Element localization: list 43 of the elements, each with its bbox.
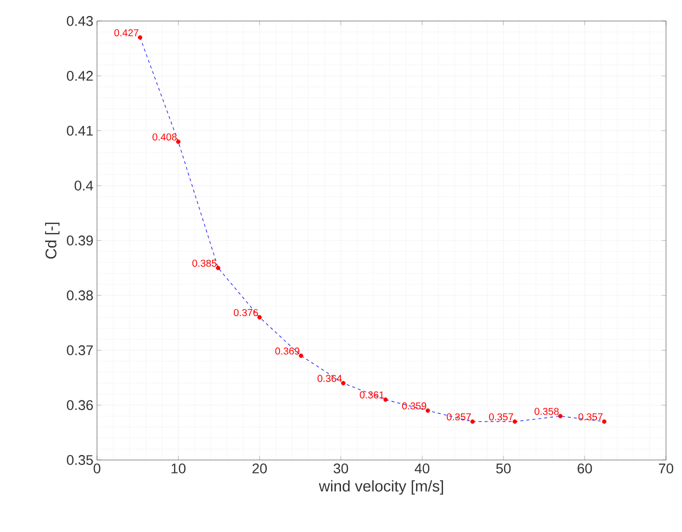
data-label: 0.357 xyxy=(446,413,471,420)
point xyxy=(602,419,606,424)
y-tick-label: 0.43 xyxy=(66,16,93,26)
point xyxy=(138,35,142,40)
x-tick-label: 60 xyxy=(578,464,592,474)
data-label: 0.358 xyxy=(534,408,559,415)
x-tick-label: 70 xyxy=(658,464,674,474)
data-label: 0.385 xyxy=(192,260,217,267)
data-label: 0.369 xyxy=(275,347,300,355)
data-label: 0.376 xyxy=(234,309,258,316)
data-label: 0.364 xyxy=(318,374,342,382)
point xyxy=(383,397,388,402)
point xyxy=(426,408,430,413)
point xyxy=(216,266,220,270)
y-tick-label: 0.37 xyxy=(66,345,93,356)
point xyxy=(558,414,563,418)
x-tick-label: 0 xyxy=(94,464,100,474)
data-label: 0.408 xyxy=(152,133,177,141)
data-label: 0.357 xyxy=(489,413,514,420)
data-label: 0.361 xyxy=(360,391,384,398)
y-tick-label: 0.36 xyxy=(66,400,93,410)
y-tick-label: 0.39 xyxy=(66,236,93,246)
x-tick-label: 50 xyxy=(496,464,511,474)
y-tick-label: 0.35 xyxy=(66,455,93,465)
y-tick-label: 0.42 xyxy=(66,70,93,81)
point xyxy=(176,140,180,144)
data-label: 0.359 xyxy=(402,402,426,410)
y-tick-label: 0.4 xyxy=(74,180,94,191)
point xyxy=(298,354,304,358)
x-tick-label: 10 xyxy=(172,464,186,474)
data-label: 0.357 xyxy=(578,413,603,420)
data-label: 0.427 xyxy=(114,29,138,36)
point xyxy=(257,315,262,320)
x-tick-label: 30 xyxy=(334,464,348,474)
y-tick-label: 0.38 xyxy=(66,290,93,300)
point xyxy=(512,419,518,424)
point xyxy=(341,380,346,386)
x-axis-title: wind velocity [m/s] xyxy=(318,480,444,495)
x-tick-label: 40 xyxy=(414,464,430,474)
point xyxy=(470,419,475,424)
x-tick-label: 20 xyxy=(252,464,267,474)
y-axis-title: Cd [-] xyxy=(45,222,60,259)
y-tick-label: 0.41 xyxy=(66,126,93,136)
